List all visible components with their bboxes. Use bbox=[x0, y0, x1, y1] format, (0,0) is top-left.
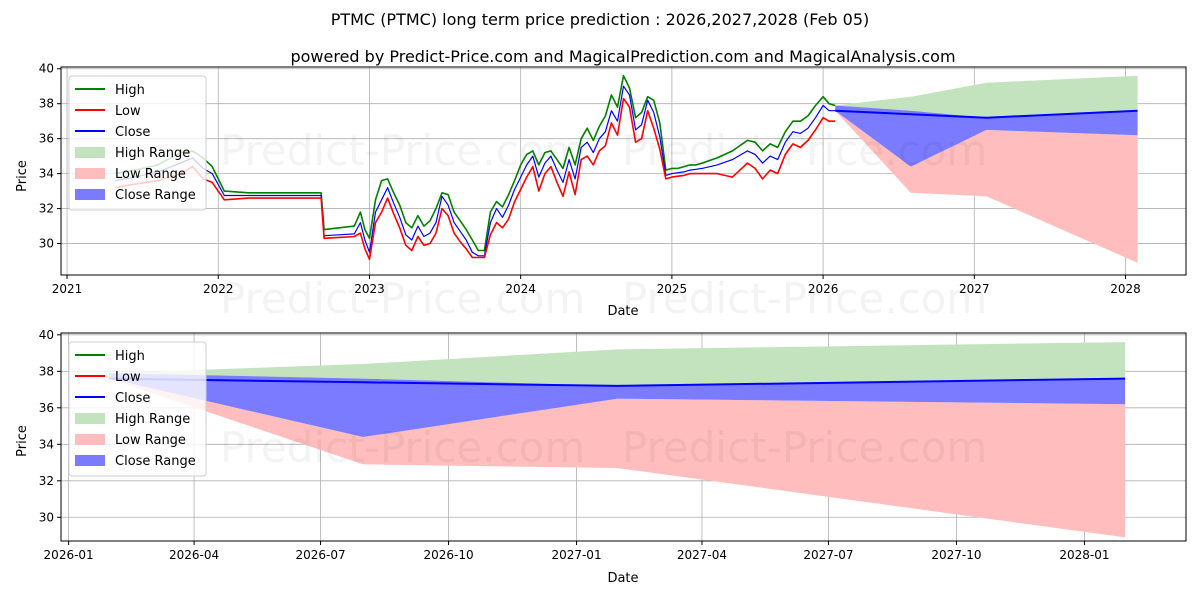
legend: High Low Close High Range Low Range Close Ran… bbox=[68, 341, 207, 477]
x-tick-label: 2026-04 bbox=[169, 548, 219, 562]
y-tick-label: 30 bbox=[39, 237, 54, 251]
y-axis-ticks: 30 32 34 36 38 40 bbox=[39, 328, 61, 524]
watermark-text: Predict-Price.com bbox=[220, 274, 585, 323]
watermark-text: Predict-Price.com bbox=[220, 126, 585, 175]
legend-high-range-label: High Range bbox=[115, 146, 190, 161]
y-tick-label: 36 bbox=[39, 401, 54, 415]
price-lines bbox=[115, 74, 1138, 261]
legend-low-label: Low bbox=[115, 370, 141, 385]
x-tick-label: 2028-01 bbox=[1059, 548, 1109, 562]
x-axis-label: Date bbox=[607, 571, 638, 586]
y-tick-label: 34 bbox=[39, 167, 54, 181]
watermark-text: Predict-Price.com bbox=[622, 126, 987, 175]
watermark-text: Predict-Price.com bbox=[622, 274, 987, 323]
legend-close-label: Close bbox=[115, 391, 150, 406]
panel-long-term: 2021 2022 2023 2024 2025 2026 2027 2028 3032343… bbox=[15, 62, 1187, 319]
x-tick-label: 2023 bbox=[354, 282, 385, 296]
y-tick-label: 38 bbox=[39, 97, 54, 111]
x-tick-label: 2027 bbox=[959, 282, 990, 296]
price-lines bbox=[109, 377, 1126, 387]
x-tick-label: 2021 bbox=[52, 282, 83, 296]
low-line bbox=[115, 97, 836, 261]
legend-high-label: High bbox=[115, 83, 145, 98]
y-axis-label: Price bbox=[15, 425, 30, 457]
plot-frame bbox=[60, 66, 1187, 276]
chart-subtitle: powered by Predict-Price.com and Magical… bbox=[290, 47, 955, 66]
y-tick-label: 32 bbox=[39, 474, 54, 488]
x-axis-label: Date bbox=[607, 304, 638, 319]
legend-close-label: Close bbox=[115, 125, 150, 140]
legend-low-range-label: Low Range bbox=[115, 167, 186, 182]
high-range-band bbox=[109, 342, 1126, 386]
x-tick-label: 2026-01 bbox=[44, 548, 94, 562]
panel-forecast-zoom: 2026-01 2026-04 2026-07 2026-10 2027-01 2027-… bbox=[15, 328, 1187, 586]
forecast-bands bbox=[109, 342, 1126, 538]
watermarks: Predict-Price.com Predict-Price.com Predic… bbox=[220, 126, 987, 472]
y-tick-label: 32 bbox=[39, 202, 54, 216]
forecast-bands bbox=[835, 75, 1138, 263]
x-tick-label: 2027-07 bbox=[803, 548, 853, 562]
watermark-text: Predict-Price.com bbox=[220, 423, 585, 472]
legend-low-label: Low bbox=[115, 104, 141, 119]
legend-close-range-swatch bbox=[75, 455, 105, 466]
legend-low-range-swatch bbox=[75, 434, 105, 445]
x-tick-label: 2026 bbox=[808, 282, 839, 296]
legend-close-range-label: Close Range bbox=[115, 188, 196, 203]
legend-high-range-swatch bbox=[75, 147, 105, 158]
x-tick-label: 2026-07 bbox=[295, 548, 345, 562]
x-tick-label: 2026-10 bbox=[423, 548, 473, 562]
y-axis-label: Price bbox=[15, 160, 30, 192]
x-tick-label: 2027-04 bbox=[677, 548, 727, 562]
close-range-band bbox=[835, 105, 1138, 167]
x-tick-label: 2024 bbox=[505, 282, 536, 296]
y-tick-label: 34 bbox=[39, 437, 54, 451]
low-range-band bbox=[109, 378, 1126, 538]
x-tick-label: 2028 bbox=[1110, 282, 1141, 296]
legend-high-range-swatch bbox=[75, 413, 105, 424]
legend: High Low Close High Range Low Range Close Ran… bbox=[68, 75, 207, 211]
legend-close-range-label: Close Range bbox=[115, 454, 196, 469]
y-tick-label: 40 bbox=[39, 62, 54, 76]
x-axis-ticks: 2026-01 2026-04 2026-07 2026-10 2027-01 2027-… bbox=[44, 541, 1109, 562]
legend-low-range-swatch bbox=[75, 168, 105, 179]
y-tick-label: 30 bbox=[39, 510, 54, 524]
legend-low-range-label: Low Range bbox=[115, 433, 186, 448]
chart-title: PTMC (PTMC) long term price prediction :… bbox=[331, 10, 870, 29]
watermark-text: Predict-Price.com bbox=[622, 423, 987, 472]
x-tick-label: 2022 bbox=[203, 282, 234, 296]
forecast-close-line bbox=[835, 109, 1138, 119]
legend-high-label: High bbox=[115, 349, 145, 364]
x-axis-ticks: 2021 2022 2023 2024 2025 2026 2027 2028 bbox=[52, 275, 1141, 296]
forecast-close-line bbox=[109, 377, 1126, 387]
y-tick-label: 38 bbox=[39, 364, 54, 378]
high-range-band bbox=[835, 75, 1138, 118]
x-tick-label: 2027-10 bbox=[931, 548, 981, 562]
y-tick-label: 40 bbox=[39, 328, 54, 342]
high-line bbox=[115, 74, 836, 252]
legend-high-range-label: High Range bbox=[115, 412, 190, 427]
close-range-band bbox=[109, 373, 1126, 437]
x-tick-label: 2025 bbox=[657, 282, 688, 296]
low-range-band bbox=[835, 110, 1138, 263]
y-tick-label: 36 bbox=[39, 132, 54, 146]
close-line bbox=[115, 85, 836, 257]
plot-frame bbox=[60, 332, 1187, 542]
legend-close-range-swatch bbox=[75, 189, 105, 200]
x-tick-label: 2027-01 bbox=[551, 548, 601, 562]
y-axis-ticks: 30 32 34 36 38 40 bbox=[39, 62, 61, 251]
